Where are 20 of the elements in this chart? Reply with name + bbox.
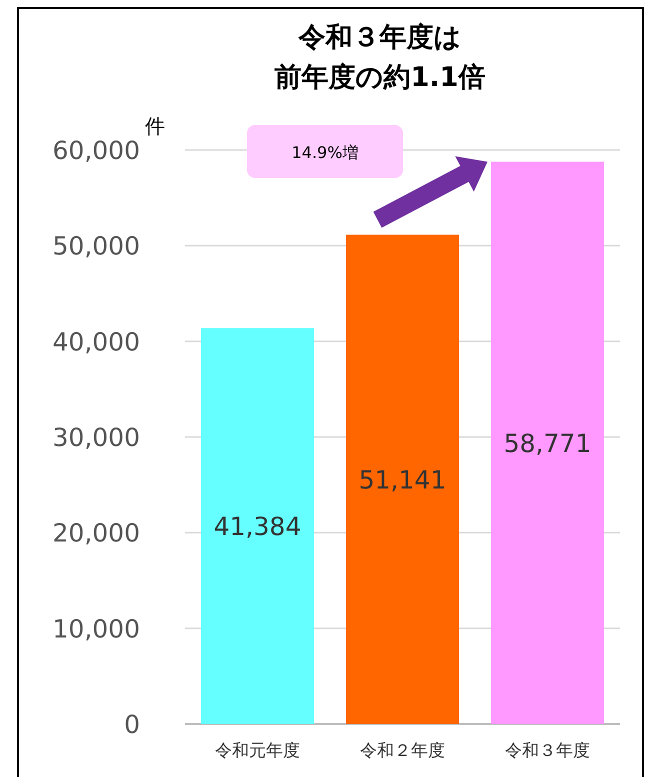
y-tick-label: 0	[124, 710, 140, 739]
x-tick-label: 令和３年度	[505, 741, 590, 761]
chart-subtitle: 前年度の約1.1倍	[274, 62, 486, 93]
bar	[346, 234, 460, 724]
y-axis-title: 件	[145, 114, 165, 138]
y-tick-label: 20,000	[52, 518, 140, 548]
x-tick-label: 令和２年度	[360, 741, 445, 761]
data-label: 58,771	[504, 428, 592, 458]
y-tick-label: 50,000	[52, 232, 140, 261]
data-label: 51,141	[358, 465, 446, 494]
y-tick-label: 30,000	[52, 423, 140, 452]
bar	[490, 162, 604, 724]
data-label: 41,384	[214, 512, 302, 542]
y-tick-label: 10,000	[52, 614, 140, 644]
bar	[200, 328, 314, 724]
x-tick-label: 令和元年度	[215, 741, 300, 761]
y-tick-label: 60,000	[52, 136, 140, 165]
chart-title: 令和３年度は	[298, 22, 462, 53]
y-tick-label: 40,000	[52, 327, 140, 356]
annotation: 14.9%増	[292, 143, 358, 162]
